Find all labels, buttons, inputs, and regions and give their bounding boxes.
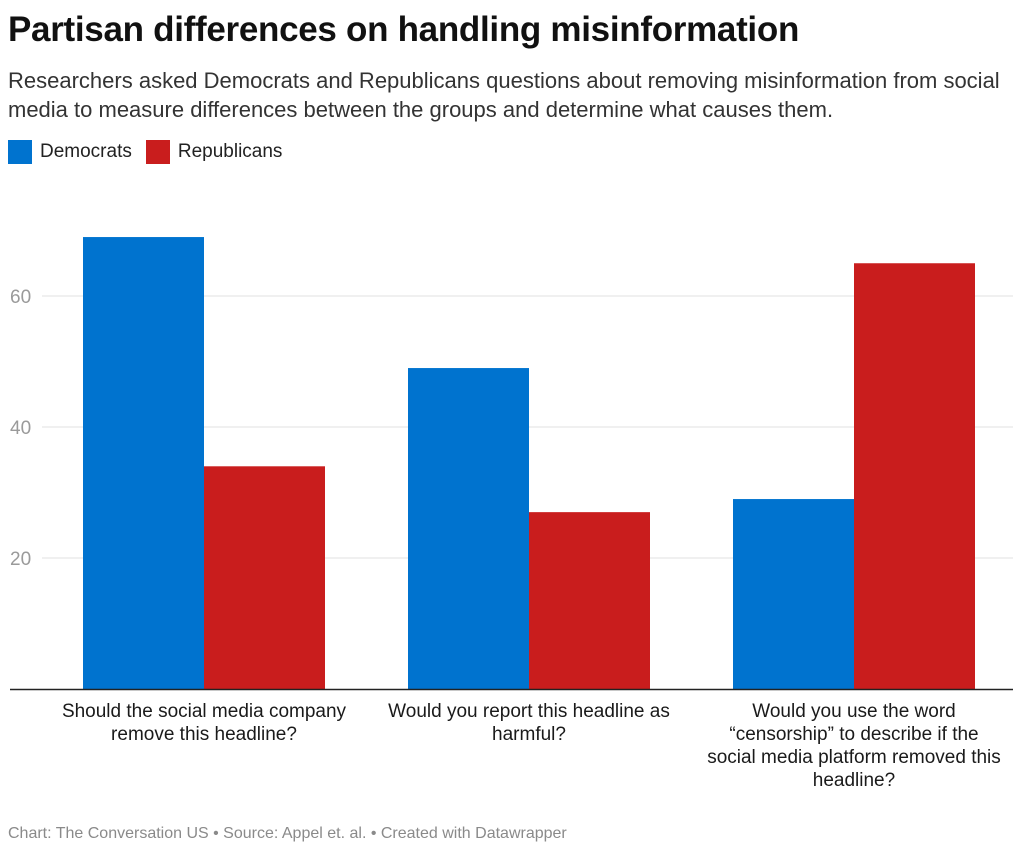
- legend-item-democrats: Democrats: [8, 140, 132, 164]
- legend-label-democrats: Democrats: [40, 141, 132, 162]
- bar-chart: 20 40 60: [10, 237, 1013, 691]
- bar-republicans-1: [204, 466, 325, 689]
- legend-swatch-democrats: [8, 140, 32, 164]
- legend-swatch-republicans: [145, 140, 170, 164]
- x-tick-label-report-harmful: Would you report this headline as harmfu…: [388, 701, 670, 745]
- legend-item-republicans: Republicans: [145, 140, 283, 164]
- bar-democrats-3: [733, 499, 854, 689]
- bar-republicans-2: [529, 512, 650, 689]
- legend-label-republicans: Republicans: [177, 141, 283, 162]
- y-tick-label-20: 20: [10, 549, 31, 570]
- chart-title: Partisan differences on handling misinfo…: [8, 10, 800, 49]
- legend: Democrats Republicans: [8, 140, 282, 164]
- y-tick-label-40: 40: [10, 418, 31, 439]
- y-tick-label-60: 60: [10, 287, 31, 308]
- bar-republicans-3: [854, 263, 975, 689]
- chart-subtitle: Researchers asked Democrats and Republic…: [8, 68, 1000, 122]
- bar-democrats-1: [83, 237, 204, 690]
- chart-footer: Chart: The Conversation US • Source: App…: [8, 825, 567, 842]
- x-tick-label-censorship: Would you use the word “censorship” to d…: [707, 701, 1001, 791]
- x-tick-label-remove-headline: Should the social media company remove t…: [61, 701, 347, 745]
- bar-democrats-2: [408, 368, 529, 689]
